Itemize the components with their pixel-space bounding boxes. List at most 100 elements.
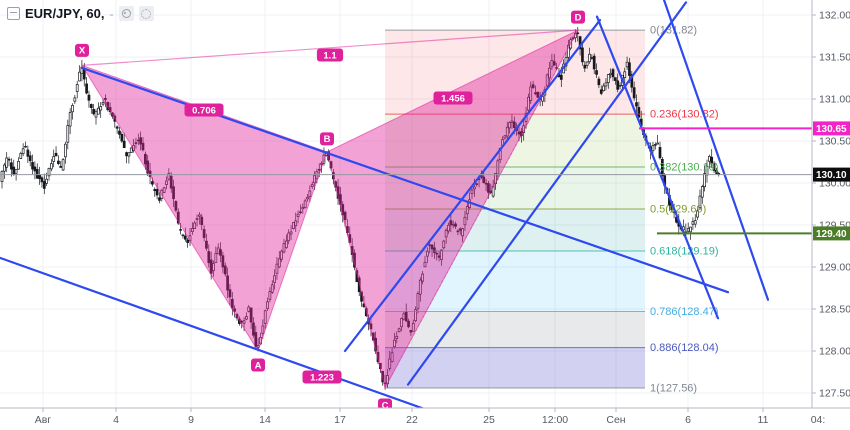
legend-collapse-icon[interactable] [7,7,20,20]
candle-body [482,176,486,183]
candle-body [407,320,410,328]
candle-body [418,279,422,295]
candle-body [162,187,166,193]
price-tick-label: 131.00 [819,94,850,106]
candle-body [42,181,46,189]
candle-body [473,186,476,190]
pattern-label-D[interactable] [571,10,585,24]
pattern-label-text: 1.223 [310,372,334,383]
candle-body [700,186,704,198]
candle-body [430,244,434,250]
candle-body [632,87,636,99]
gear-icon[interactable] [138,6,154,21]
pattern-label-A[interactable] [251,358,265,372]
candle-body [315,171,319,180]
candle-body [343,211,347,221]
candle-body [52,156,56,162]
candle-body [118,130,121,135]
candle-body [228,289,232,298]
candle-body [611,69,615,78]
steep-descending-line-2[interactable] [662,0,770,301]
candle-body [165,180,168,185]
candle-body [89,104,93,108]
grid [0,0,812,408]
symbol-title[interactable]: EUR/JPY, 60, [25,6,105,21]
pattern-label-0.706[interactable] [184,103,224,117]
candle-body [181,234,185,237]
candle-body [134,142,138,144]
candle-body [195,218,199,220]
candle-body [153,189,157,192]
candle-body [240,320,244,323]
candle-body [475,183,479,185]
candle-body [19,153,23,159]
time-tick-label: Авг [35,414,52,426]
candle-body [299,211,302,214]
candle-body [491,185,495,197]
pattern-label-C[interactable] [378,398,392,411]
candle-body [301,206,305,210]
pattern-triangle-bcd[interactable] [326,28,580,390]
candle-body [388,358,392,369]
fib-level-label-0.786: 0.786(128.47) [650,306,719,318]
candle-body [390,352,394,362]
candle-body [40,177,44,183]
ascending-channel-left[interactable] [343,18,602,353]
candle-body [616,80,620,90]
candle-body [585,61,589,66]
candle-body [508,122,511,129]
eye-icon[interactable] [118,6,134,21]
candle-body [266,301,269,309]
pattern-label-1.1[interactable] [316,48,344,62]
fib-level-label-1: 1(127.56) [650,382,697,394]
candle-body [449,220,453,226]
candle-body [96,107,100,115]
candle-body [402,313,406,320]
pattern-xd-line[interactable] [81,29,579,66]
candle-body [426,251,429,257]
candle-body [282,243,286,253]
candle-body [411,323,415,332]
candle-body [625,61,629,68]
candle-body [202,229,206,238]
pattern-label-1.223[interactable] [302,370,342,384]
candle-body [78,71,81,82]
price-tag-alert-magenta-text: 130.65 [816,124,847,135]
time-tick-label: 14 [259,414,271,426]
candle-body [651,145,655,152]
candle-body [26,149,30,157]
candle-body [602,85,605,91]
candle-body [49,163,53,170]
candle-body [292,222,295,229]
price-axis[interactable]: 132.00131.50131.00130.50130.00129.50129.… [812,10,850,400]
time-axis[interactable]: Авг 4 9 14 17 22 25 12:00 Сен 6 11 04: [35,408,826,426]
candle-body [595,70,598,75]
candle-body [289,231,293,235]
candle-body [186,239,189,243]
candle-body [254,332,258,347]
candle-body [559,74,563,80]
pattern-label-text: C [382,400,389,411]
candle-body [296,213,300,217]
price-tag-alert-green [813,226,850,241]
candle-body [308,190,312,197]
candle-body [172,186,175,200]
candle-body [219,249,222,256]
candle-body [125,152,128,157]
pattern-label-B[interactable] [320,132,334,146]
pattern-label-1.456[interactable] [433,91,473,105]
candle-body [536,91,540,98]
steep-descending-line-1[interactable] [595,15,720,320]
ascending-channel-right[interactable] [406,1,688,386]
descending-channel-lower[interactable] [0,256,448,417]
candle-body [223,265,227,275]
pattern-label-X[interactable] [75,43,89,57]
price-tick-label: 129.00 [819,262,850,274]
candle-body [433,247,436,253]
symbol-modifier: - [109,6,114,21]
fib-level-label-0.382: 0.382(130.19) [650,162,719,174]
candle-body [155,189,159,196]
candle-body [456,230,460,233]
